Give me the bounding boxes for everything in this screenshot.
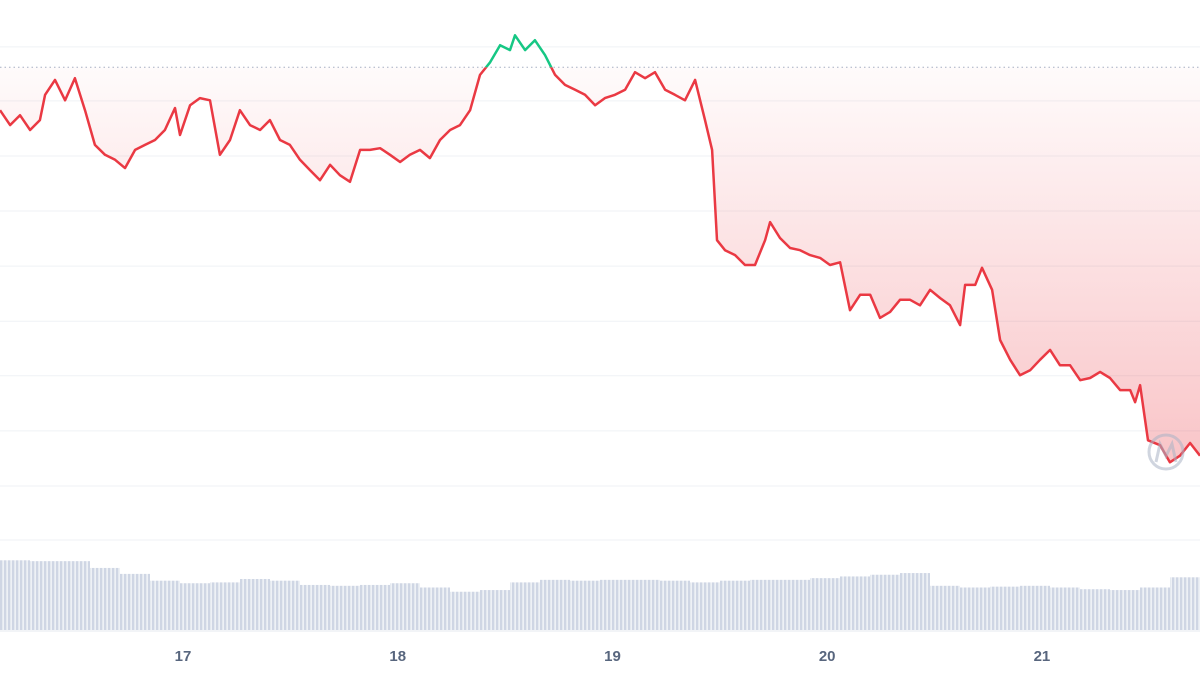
volume-bar [1110, 590, 1140, 630]
volume-bar [1140, 587, 1170, 630]
x-tick-label: 18 [389, 648, 406, 665]
volume-bar [900, 573, 930, 630]
volume-bar [570, 580, 600, 630]
volume-bar [0, 560, 30, 630]
volume-bar [990, 586, 1020, 630]
x-tick-label: 21 [1034, 648, 1051, 665]
x-tick-label: 17 [175, 648, 192, 665]
volume-bar [450, 591, 480, 630]
volume-bar [720, 580, 750, 630]
volume-bar [330, 585, 360, 630]
volume-bar [90, 567, 120, 630]
volume-bar [360, 584, 390, 630]
price-area [0, 67, 1200, 463]
volume-bar [300, 584, 330, 630]
volume-bar [1170, 577, 1200, 630]
volume-bar [180, 583, 210, 630]
x-tick-label: 19 [604, 648, 621, 665]
volume-bar [60, 561, 90, 630]
volume-bar [690, 582, 720, 630]
volume-bar [750, 579, 780, 630]
volume-bar [120, 573, 150, 630]
volume-bar [240, 579, 270, 630]
volume-bar [630, 579, 660, 630]
volume-bar [960, 587, 990, 630]
volume-bar [1020, 585, 1050, 630]
volume-bars [0, 560, 1200, 630]
volume-bar [270, 580, 300, 630]
volume-bar [420, 587, 450, 630]
volume-bar [780, 579, 810, 630]
volume-bar [510, 582, 540, 630]
volume-bar [840, 576, 870, 630]
volume-bar [1050, 587, 1080, 630]
volume-bar [480, 590, 510, 630]
volume-bar [930, 585, 960, 630]
volume-bar [660, 580, 690, 630]
volume-bar [870, 574, 900, 630]
watermark-logo [1147, 433, 1185, 471]
volume-bar [390, 583, 420, 630]
x-axis: 17 18 19 20 21 [175, 648, 1051, 665]
volume-bar [30, 561, 60, 630]
volume-bar [150, 580, 180, 630]
volume-bar [810, 578, 840, 630]
volume-bar [600, 579, 630, 630]
x-tick-label: 20 [819, 648, 836, 665]
price-plot [0, 34, 1200, 464]
volume-bar [540, 579, 570, 630]
volume-bar [1080, 589, 1110, 630]
volume-bar [210, 582, 240, 630]
price-line-down [0, 67, 1200, 464]
